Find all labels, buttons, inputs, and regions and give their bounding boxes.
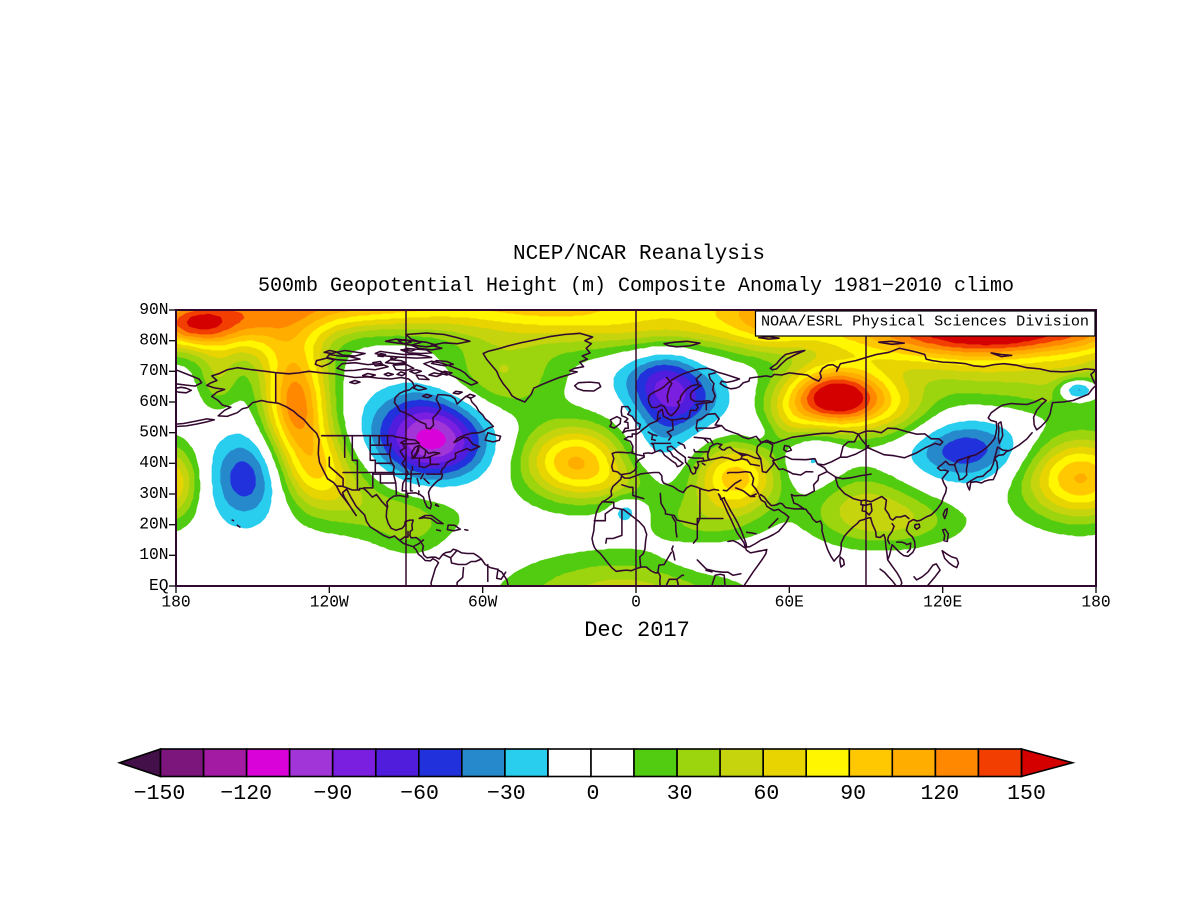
svg-text:500mb Geopotential Height (m): 500mb Geopotential Height (m) Composite … bbox=[258, 275, 1014, 298]
svg-text:−90: −90 bbox=[314, 782, 353, 806]
svg-text:NCEP/NCAR Reanalysis: NCEP/NCAR Reanalysis bbox=[513, 243, 765, 266]
svg-text:30N: 30N bbox=[139, 484, 168, 503]
svg-text:120: 120 bbox=[920, 782, 959, 806]
svg-text:60W: 60W bbox=[468, 593, 498, 612]
svg-text:180: 180 bbox=[1081, 593, 1110, 612]
svg-text:150: 150 bbox=[1007, 782, 1046, 806]
svg-text:−30: −30 bbox=[487, 782, 526, 806]
svg-text:0: 0 bbox=[587, 782, 600, 806]
svg-text:10N: 10N bbox=[139, 545, 168, 564]
svg-text:70N: 70N bbox=[139, 361, 168, 380]
svg-text:0: 0 bbox=[631, 593, 641, 612]
svg-text:120W: 120W bbox=[310, 593, 349, 612]
svg-text:20N: 20N bbox=[139, 515, 168, 534]
svg-text:Dec 2017: Dec 2017 bbox=[584, 618, 690, 643]
svg-text:NOAA/ESRL Physical Sciences Di: NOAA/ESRL Physical Sciences Division bbox=[761, 313, 1089, 331]
svg-text:EQ: EQ bbox=[149, 576, 169, 595]
svg-text:−120: −120 bbox=[220, 782, 272, 806]
svg-text:40N: 40N bbox=[139, 453, 168, 472]
svg-text:60E: 60E bbox=[775, 593, 804, 612]
svg-text:80N: 80N bbox=[139, 331, 168, 350]
svg-text:30: 30 bbox=[667, 782, 693, 806]
svg-text:90: 90 bbox=[840, 782, 866, 806]
svg-text:50N: 50N bbox=[139, 423, 168, 442]
svg-text:−60: −60 bbox=[400, 782, 439, 806]
svg-text:120E: 120E bbox=[923, 593, 962, 612]
svg-text:−150: −150 bbox=[134, 782, 186, 806]
svg-text:90N: 90N bbox=[139, 300, 168, 319]
svg-text:180: 180 bbox=[161, 593, 190, 612]
svg-text:60: 60 bbox=[753, 782, 779, 806]
svg-text:60N: 60N bbox=[139, 392, 168, 411]
